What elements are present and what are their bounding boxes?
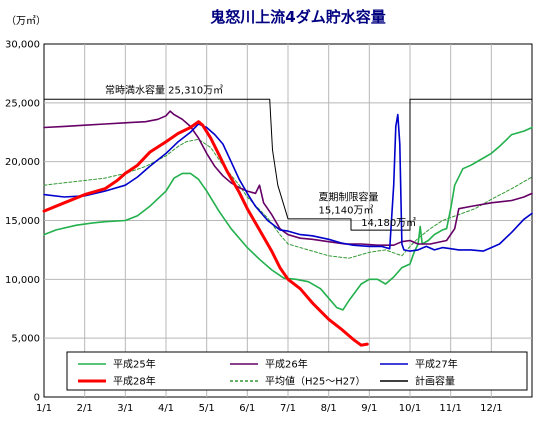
x-tick-label: 8/1 xyxy=(321,403,337,414)
annotation-label: 15,140万㎥ xyxy=(319,203,374,216)
annotation-label: 夏期制限容量 xyxy=(319,190,379,203)
y-tick-label: 5,000 xyxy=(11,334,40,345)
x-tick-label: 4/1 xyxy=(158,403,174,414)
legend-label: 平成25年 xyxy=(113,358,156,371)
x-tick-label: 1/1 xyxy=(36,403,52,414)
series-line xyxy=(42,120,369,347)
legend-label: 計画容量 xyxy=(415,375,455,388)
x-tick-label: 2/1 xyxy=(77,403,93,414)
series-line xyxy=(43,98,533,231)
annotation-label: 14,180万㎥ xyxy=(361,216,416,229)
x-tick-label: 5/1 xyxy=(199,403,215,414)
y-tick-label: 15,000 xyxy=(5,216,40,227)
y-axis-unit: （万㎥） xyxy=(6,14,46,27)
x-tick-label: 7/1 xyxy=(280,403,296,414)
legend-label: 平成28年 xyxy=(113,375,156,388)
x-tick-label: 3/1 xyxy=(117,403,133,414)
series-lines xyxy=(42,98,533,347)
x-axis-tick-labels: 1/1 2/1 3/1 4/1 5/1 6/1 7/1 8/1 9/1 10/1 11/1 12/1 xyxy=(36,403,503,414)
y-tick-label: 20,000 xyxy=(5,157,40,168)
chart-title: 鬼怒川上流4ダム貯水容量 xyxy=(210,8,385,26)
legend-label: 平成26年 xyxy=(265,358,308,371)
x-tick-label: 11/1 xyxy=(439,403,461,414)
y-tick-label: 30,000 xyxy=(5,40,40,51)
x-tick-label: 10/1 xyxy=(399,403,421,414)
x-tick-label: 6/1 xyxy=(239,403,255,414)
x-tick-label: 12/1 xyxy=(480,403,502,414)
x-tick-label: 9/1 xyxy=(361,403,377,414)
y-tick-label: 25,000 xyxy=(5,98,40,109)
series-line xyxy=(43,113,533,252)
annotation-label: 常時満水容量 25,310万㎥ xyxy=(105,83,223,96)
y-tick-label: 0 xyxy=(34,393,40,404)
legend-label: 平成27年 xyxy=(415,358,458,371)
legend-box xyxy=(66,351,528,391)
legend-label: 平均値（H25～H27） xyxy=(265,375,366,388)
series-line xyxy=(43,110,533,246)
series-line xyxy=(43,126,533,311)
series-line xyxy=(43,138,533,259)
y-tick-label: 10,000 xyxy=(5,275,40,286)
y-axis-tick-labels: 0 5,000 10,000 15,000 20,000 25,000 30,000 xyxy=(5,40,40,404)
